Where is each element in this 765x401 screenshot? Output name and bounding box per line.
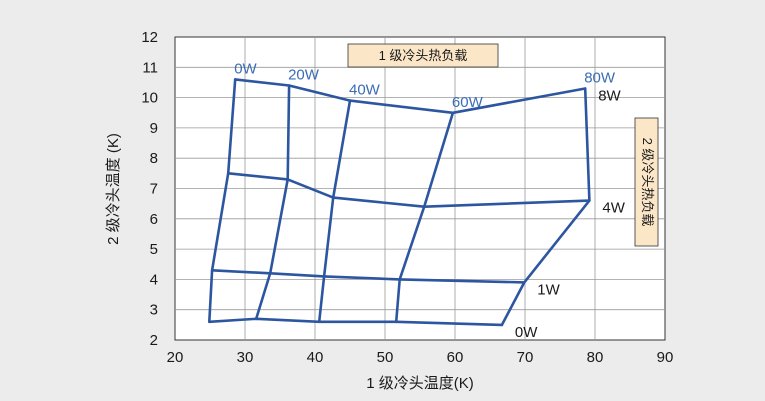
stage1-label-60W: 60W xyxy=(452,94,484,111)
series-lines xyxy=(208,78,591,327)
stage1-series-0W xyxy=(208,78,237,324)
stage1-label-80W: 80W xyxy=(584,70,616,87)
stage1-series-40W xyxy=(317,99,352,324)
x-axis-label: 1 级冷头温度(K) xyxy=(366,375,474,392)
legend-stage1-box xyxy=(347,43,499,68)
legend-stage2: 2 级冷头热负载 xyxy=(634,117,659,247)
y-tick-label: 12 xyxy=(141,29,158,46)
stage1-series-80W xyxy=(500,87,591,327)
y-tick-label: 2 xyxy=(150,332,158,349)
stage2-label-1W: 1W xyxy=(537,281,560,298)
stage2-series-8W xyxy=(233,78,587,115)
stage1-series-60W xyxy=(394,111,455,324)
x-tick-label: 30 xyxy=(237,349,254,366)
y-tick-label: 9 xyxy=(150,120,158,137)
legend-stage1: 1 级冷头热负载 xyxy=(347,43,499,68)
stage2-series-1W xyxy=(210,268,526,284)
x-tick-label: 50 xyxy=(377,349,394,366)
legend-stage2-text: 2 级冷头热负载 xyxy=(640,138,655,227)
stage1-label-40W: 40W xyxy=(349,82,381,99)
series-labels: 0W 20W 40W 60W 80W 0W 1W 4W 8W xyxy=(234,60,626,340)
y-tick-label: 8 xyxy=(150,150,158,167)
y-tick-label: 10 xyxy=(141,90,158,107)
x-tick-label: 40 xyxy=(307,349,324,366)
y-tick-label: 5 xyxy=(150,241,158,258)
y-tick-labels: 2 3 4 5 6 7 8 9 10 11 12 xyxy=(141,29,158,349)
x-tick-label: 90 xyxy=(657,349,674,366)
stage2-label-0W: 0W xyxy=(515,324,538,341)
y-tick-label: 7 xyxy=(150,181,158,198)
stage1-series-20W xyxy=(254,84,291,321)
y-tick-label: 4 xyxy=(150,271,158,288)
stage2-label-4W: 4W xyxy=(602,200,625,217)
legend-stage2-box xyxy=(634,117,659,247)
y-tick-label: 11 xyxy=(142,59,158,76)
stage2-series-0W xyxy=(208,317,504,327)
stage2-label-8W: 8W xyxy=(598,88,621,105)
stage1-label-0W: 0W xyxy=(234,60,257,77)
legend-stage1-text: 1 级冷头热负载 xyxy=(379,48,468,63)
x-tick-label: 20 xyxy=(167,349,184,366)
x-tick-labels: 20 30 40 50 60 70 80 90 xyxy=(167,349,674,366)
y-tick-label: 6 xyxy=(150,211,158,228)
x-tick-label: 80 xyxy=(587,349,604,366)
stage1-label-20W: 20W xyxy=(288,66,320,83)
y-tick-label: 3 xyxy=(150,302,158,319)
stage2-series-4W xyxy=(226,172,591,208)
x-tick-label: 70 xyxy=(517,349,534,366)
x-tick-label: 60 xyxy=(447,349,464,366)
y-axis-label: 2 级冷头温度 (K) xyxy=(105,133,122,245)
